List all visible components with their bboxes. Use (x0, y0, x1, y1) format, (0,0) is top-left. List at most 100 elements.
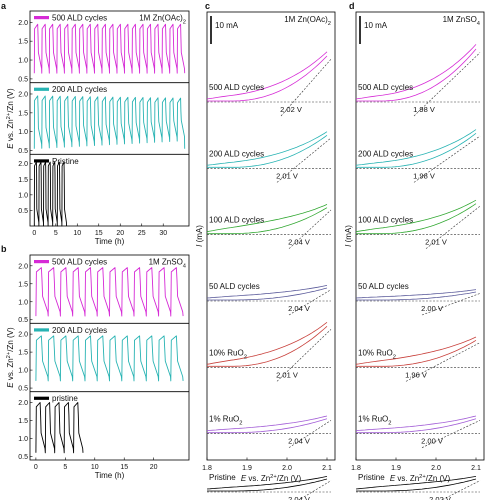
onset-label: 2.01 V (276, 370, 298, 379)
legend-label: 200 ALD cycles (52, 326, 107, 335)
cycling-curve-magenta (35, 267, 184, 317)
onset-label: 1.98 V (413, 171, 435, 180)
panel-b-chart: 0.5 1.0 1.5 2.0 500 ALD cycles 0.5 1.0 1.5 2.0 20… (6, 254, 190, 480)
x-tick-label: 1.9 (242, 465, 252, 472)
onset-label: 1.98 V (413, 105, 435, 114)
y-tick-label: 1.5 (18, 418, 28, 425)
tangent-fit (413, 52, 481, 117)
legend-label: Pristine (52, 157, 79, 166)
tangent-fit (413, 135, 481, 183)
plot-frame (29, 10, 190, 227)
y-axis-label: E vs. Zn2+/Zn (V) (6, 88, 15, 149)
onset-label: 2.04 V (288, 304, 310, 313)
x-tick-label: 10 (73, 230, 81, 237)
series-label: 100 ALD cycles (358, 216, 413, 225)
plot-frame (29, 254, 190, 461)
panel-d-chart: 1M ZnSO4 10 mA 1.98 V 500 ALD cycles 1.98 V 2… (344, 11, 485, 500)
onset-label: 2.02 V (280, 105, 302, 114)
y-tick-label: 0.5 (18, 208, 28, 215)
x-tick-label: 25 (138, 230, 146, 237)
x-tick-label: 5 (63, 464, 67, 471)
legend-swatch (34, 260, 49, 264)
onset-label: 2.04 V (288, 495, 310, 500)
y-axis-label: I (mA) (344, 225, 353, 247)
legend-swatch (34, 16, 49, 20)
y-tick-label: 0.5 (18, 454, 28, 461)
lsv-forward-curve (356, 339, 477, 367)
lsv-reverse-curve (206, 204, 328, 233)
lsv-forward-curve (356, 478, 477, 492)
plot-frame (355, 11, 485, 461)
lsv-reverse-curve (206, 285, 328, 299)
x-tick-label: 2.0 (431, 465, 441, 472)
series-label: 10% RuO2 (209, 348, 247, 360)
electrolyte-label: 1M Zn(OAc)2 (284, 15, 331, 27)
y-axis-label: I (mA) (195, 225, 204, 247)
series-label: Pristine (209, 473, 236, 482)
tangent-fit (276, 329, 332, 382)
legend-label: 500 ALD cycles (52, 258, 107, 267)
y-tick-label: 0.5 (18, 386, 28, 393)
lsv-forward-curve (207, 134, 328, 168)
lsv-forward-curve (356, 48, 477, 102)
x-tick-label: 20 (150, 464, 158, 471)
x-tick-label: 15 (95, 230, 103, 237)
lsv-reverse-curve (206, 51, 328, 100)
x-tick-label: 2.1 (322, 465, 332, 472)
x-tick-label: 1.9 (391, 465, 401, 472)
x-tick-label: 10 (91, 464, 99, 471)
y-tick-label: 1.0 (18, 299, 28, 306)
legend-swatch (34, 396, 49, 400)
lsv-forward-curve (356, 132, 477, 168)
x-tick-label: 2.0 (282, 465, 292, 472)
electrolyte-label: 1M ZnSO4 (443, 15, 481, 27)
lsv-forward-curve (207, 287, 328, 301)
lsv-reverse-curve (355, 129, 477, 166)
plot-frame (206, 11, 336, 461)
x-tick-label: 15 (120, 464, 128, 471)
series-label: 10% RuO2 (358, 348, 396, 360)
y-tick-label: 1.0 (18, 368, 28, 375)
series-label: 200 ALD cycles (358, 149, 413, 158)
lsv-reverse-curve (206, 131, 328, 166)
panel-label-c: c (205, 1, 210, 11)
lsv-forward-curve (207, 418, 328, 434)
onset-label: 2.01 V (276, 171, 298, 180)
lsv-forward-curve (356, 291, 477, 301)
lsv-forward-curve (207, 478, 328, 492)
y-tick-label: 2.0 (18, 20, 28, 27)
electrolyte-label: 1M ZnSO4 (149, 258, 187, 270)
x-axis-label: Time (h) (95, 471, 125, 480)
onset-label: 2.00 V (421, 304, 443, 313)
lsv-forward-curve (356, 418, 477, 434)
x-tick-label: 30 (159, 230, 167, 237)
lsv-reverse-curve (206, 476, 328, 490)
x-tick-label: 2.1 (471, 465, 481, 472)
legend-swatch (34, 159, 49, 163)
onset-label: 2.01 V (425, 238, 447, 247)
x-tick-label: 0 (32, 230, 36, 237)
legend-swatch (34, 87, 49, 91)
y-tick-label: 0.5 (18, 76, 28, 83)
tangent-fit (276, 137, 332, 183)
y-tick-label: 2.0 (18, 332, 28, 339)
y-tick-label: 0.5 (18, 317, 28, 324)
tangent-fit (421, 420, 481, 448)
lsv-forward-curve (207, 55, 328, 102)
series-label: 100 ALD cycles (209, 216, 264, 225)
legend-label: 200 ALD cycles (52, 85, 107, 94)
series-label: 500 ALD cycles (358, 83, 413, 92)
electrolyte-label: 1M Zn(OAc)2 (139, 14, 186, 26)
series-label: 1% RuO2 (209, 415, 242, 427)
legend-swatch (34, 328, 49, 332)
lsv-forward-curve (356, 203, 477, 235)
lsv-forward-curve (207, 326, 328, 367)
tangent-fit (288, 420, 332, 448)
series-label: Pristine (358, 473, 385, 482)
series-label: 50 ALD cycles (358, 282, 409, 291)
series-label: 1% RuO2 (358, 415, 391, 427)
scale-bar-label: 10 mA (215, 21, 239, 30)
x-tick-label: 5 (54, 230, 58, 237)
